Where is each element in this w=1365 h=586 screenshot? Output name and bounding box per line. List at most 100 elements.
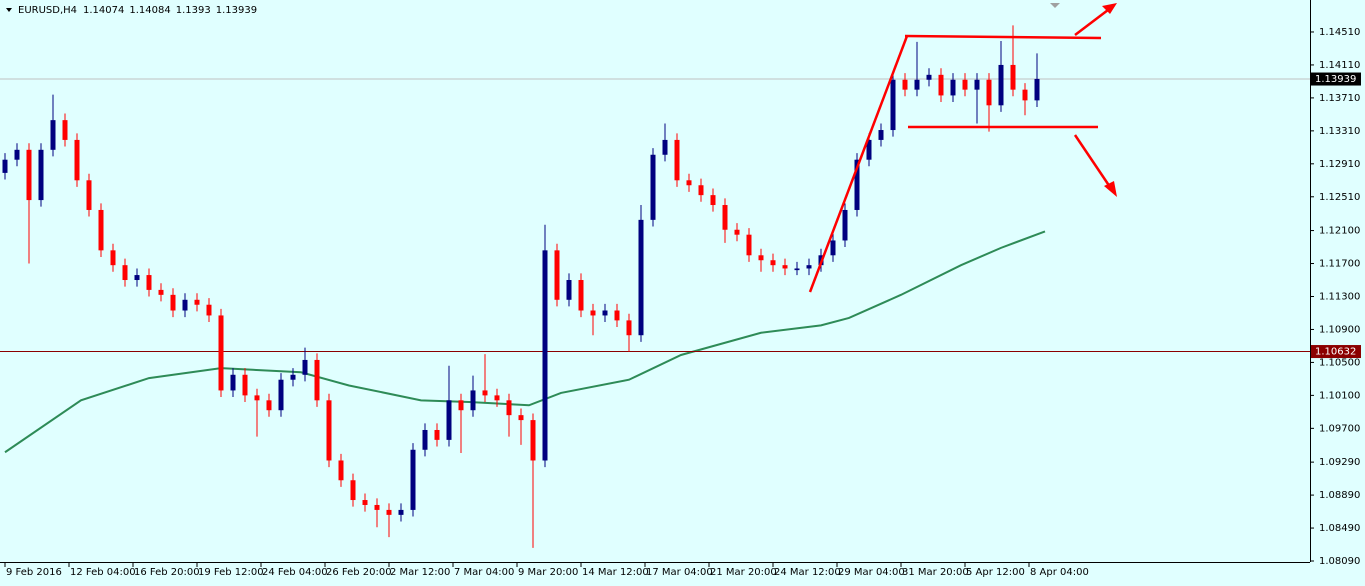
candle-body bbox=[698, 185, 704, 196]
candle-body bbox=[506, 400, 512, 416]
candle-body bbox=[686, 180, 692, 186]
candle-body bbox=[74, 139, 80, 181]
candle-body bbox=[710, 195, 716, 206]
candle-body bbox=[650, 154, 656, 220]
y-tick-label: 1.11300 bbox=[1319, 291, 1360, 302]
candle-body bbox=[902, 79, 908, 90]
y-tick-label: 1.14510 bbox=[1319, 27, 1360, 38]
candle-body bbox=[626, 320, 632, 336]
candle-body bbox=[338, 460, 344, 481]
candle-body bbox=[734, 229, 740, 235]
candle-body bbox=[302, 359, 308, 375]
candle-body bbox=[170, 294, 176, 311]
x-tick-label: 17 Mar 04:00 bbox=[646, 567, 713, 578]
candle-body bbox=[794, 268, 800, 271]
candle-body bbox=[182, 299, 188, 311]
candle-body bbox=[98, 209, 104, 251]
open-price: 1.14074 bbox=[83, 5, 124, 16]
candle-body bbox=[482, 390, 488, 396]
symbol: EURUSD,H4 bbox=[18, 5, 77, 16]
candle-body bbox=[518, 415, 524, 421]
candle-body bbox=[134, 275, 140, 281]
chart-header: EURUSD,H4 1.14074 1.14084 1.1393 1.13939 bbox=[18, 5, 257, 16]
candle-body bbox=[542, 250, 548, 461]
candle-body bbox=[1022, 89, 1028, 101]
close-price: 1.13939 bbox=[216, 5, 257, 16]
candle-body bbox=[110, 250, 116, 266]
candle-body bbox=[62, 120, 68, 140]
arrow-up bbox=[1074, 9, 1109, 36]
candle-body bbox=[278, 379, 284, 411]
candle-body bbox=[590, 310, 596, 316]
candle-body bbox=[242, 374, 248, 396]
candle-body bbox=[86, 180, 92, 210]
y-tick-label: 1.13310 bbox=[1319, 126, 1360, 137]
candle-body bbox=[254, 395, 260, 401]
candle-body bbox=[614, 310, 620, 321]
y-tick-label: 1.12910 bbox=[1319, 159, 1360, 170]
y-tick-label: 1.10100 bbox=[1319, 390, 1360, 401]
candle-body bbox=[350, 480, 356, 501]
candle-body bbox=[602, 310, 608, 316]
price-label: 1.13939 bbox=[1315, 74, 1356, 85]
candle-body bbox=[26, 149, 32, 201]
x-tick-label: 2 Mar 12:00 bbox=[390, 567, 450, 578]
shift-marker bbox=[1050, 3, 1060, 8]
candle-body bbox=[938, 74, 944, 96]
candle-body bbox=[854, 159, 860, 210]
candle-body bbox=[290, 374, 296, 380]
x-tick-label: 16 Feb 20:00 bbox=[134, 567, 200, 578]
candle-body bbox=[974, 79, 980, 90]
candle-body bbox=[122, 265, 128, 281]
x-tick-label: 29 Mar 04:00 bbox=[838, 567, 905, 578]
candle-body bbox=[410, 449, 416, 510]
y-tick-label: 1.13710 bbox=[1319, 93, 1360, 104]
candle-body bbox=[446, 400, 452, 440]
x-tick-label: 12 Feb 04:00 bbox=[70, 567, 136, 578]
candle-body bbox=[914, 79, 920, 90]
candle-body bbox=[926, 74, 932, 80]
candle-body bbox=[878, 130, 884, 140]
x-tick-label: 19 Feb 12:00 bbox=[198, 567, 264, 578]
x-tick-label: 8 Apr 04:00 bbox=[1030, 567, 1089, 578]
x-tick-label: 9 Mar 20:00 bbox=[518, 567, 578, 578]
y-tick-label: 1.10900 bbox=[1319, 324, 1360, 335]
y-tick-label: 1.11700 bbox=[1319, 259, 1360, 270]
y-tick-label: 1.09700 bbox=[1319, 423, 1360, 434]
x-tick-label: 26 Feb 20:00 bbox=[326, 567, 392, 578]
y-tick-label: 1.10500 bbox=[1319, 357, 1360, 368]
candle-body bbox=[830, 240, 836, 256]
candle-body bbox=[1034, 78, 1040, 101]
candle-body bbox=[158, 289, 164, 295]
x-tick-label: 14 Mar 12:00 bbox=[582, 567, 649, 578]
menu-triangle[interactable] bbox=[6, 8, 12, 12]
x-tick-label: 24 Feb 04:00 bbox=[262, 567, 328, 578]
candle-body bbox=[326, 400, 332, 461]
candle-body bbox=[722, 205, 728, 230]
candle-body bbox=[950, 79, 956, 96]
price-label: 1.10632 bbox=[1315, 347, 1356, 358]
candle-body bbox=[314, 359, 320, 401]
candle-body bbox=[842, 209, 848, 241]
y-tick-label: 1.12510 bbox=[1319, 192, 1360, 203]
candle-body bbox=[530, 420, 536, 461]
candle-body bbox=[770, 260, 776, 266]
candle-body bbox=[362, 500, 368, 505]
candle-body bbox=[218, 315, 224, 391]
candle-body bbox=[998, 64, 1004, 106]
candle-body bbox=[422, 429, 428, 450]
candle-body bbox=[266, 400, 272, 411]
candle-body bbox=[398, 509, 404, 515]
x-tick-label: 24 Mar 12:00 bbox=[774, 567, 841, 578]
candle-body bbox=[1010, 64, 1016, 90]
y-tick-label: 1.09290 bbox=[1319, 457, 1360, 468]
candle-body bbox=[38, 149, 44, 201]
candle-body bbox=[494, 395, 500, 401]
y-tick-label: 1.08890 bbox=[1319, 490, 1360, 501]
candle-body bbox=[194, 299, 200, 305]
x-tick-label: 5 Apr 12:00 bbox=[966, 567, 1025, 578]
candle-body bbox=[674, 139, 680, 181]
